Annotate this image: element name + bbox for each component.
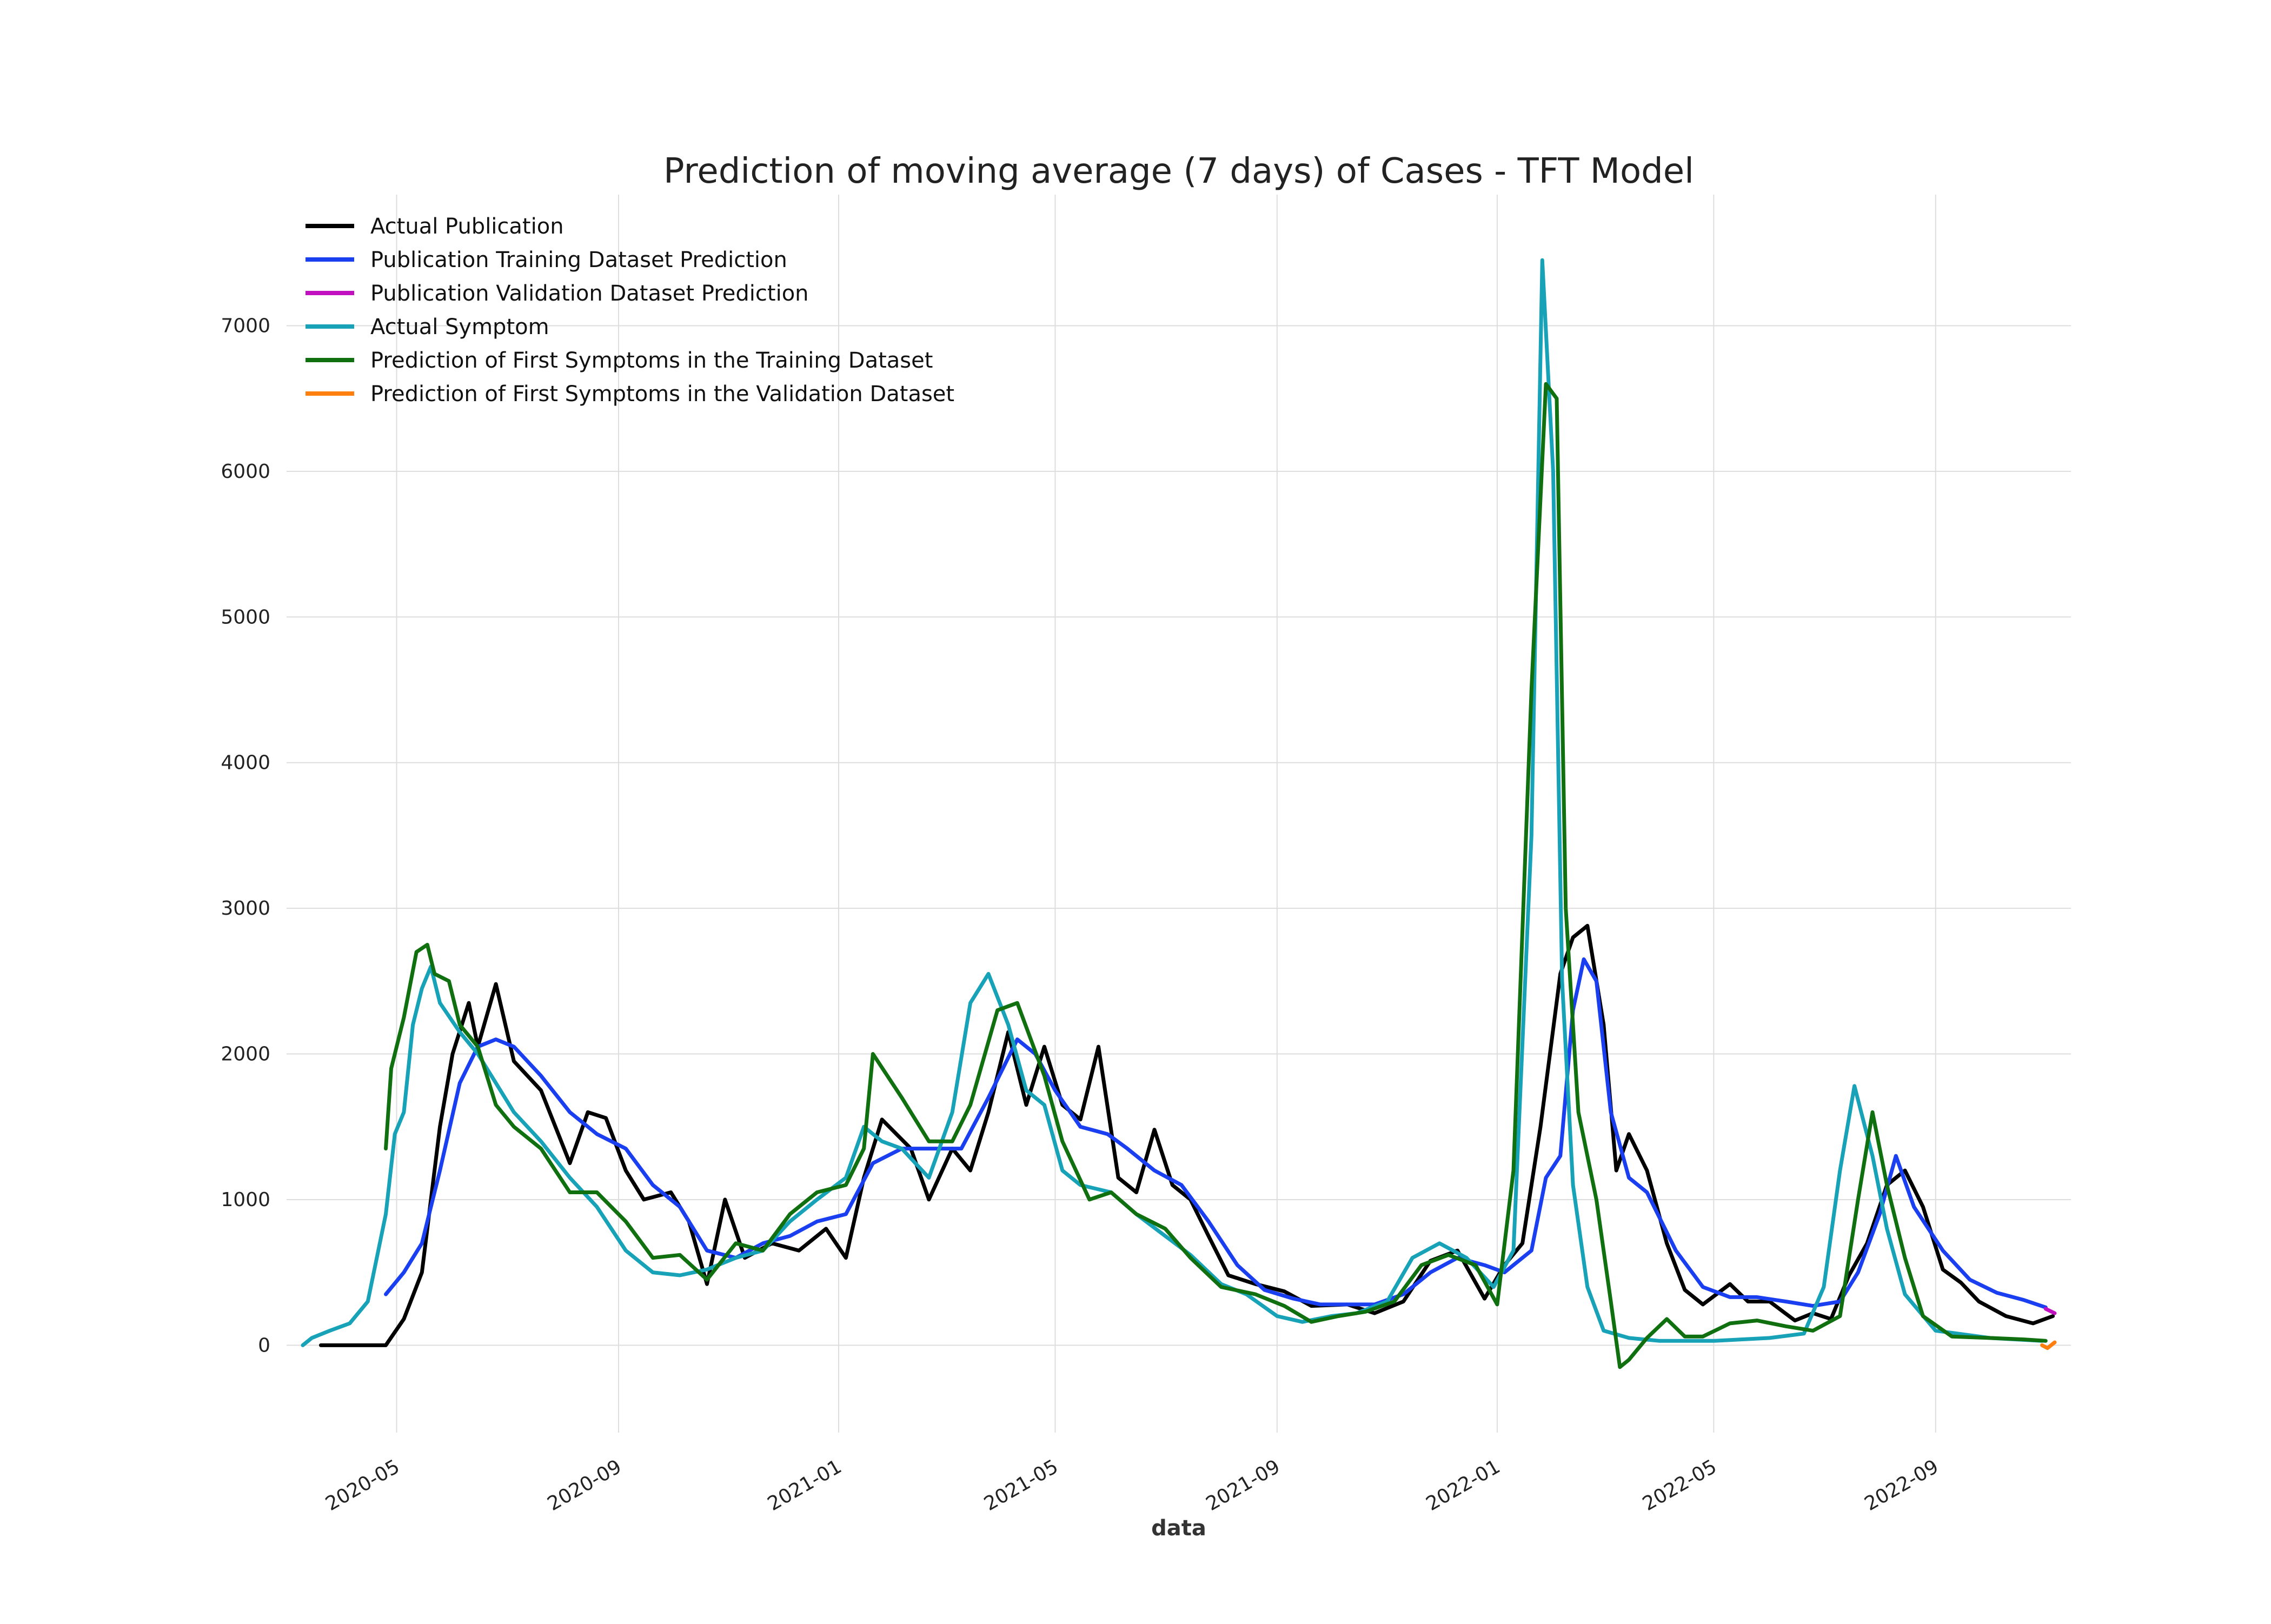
series-line-1 — [318, 923, 2055, 1347]
series-lines — [301, 258, 2057, 1369]
series-line-4 — [301, 258, 2044, 1347]
x-tick-label: 2020-05 — [322, 1455, 403, 1515]
legend-label: Prediction of First Symptoms in the Vali… — [370, 382, 954, 407]
y-tick-label: 4000 — [221, 752, 270, 774]
y-tick-label: 7000 — [221, 315, 270, 337]
series-line-3 — [2043, 1307, 2057, 1315]
y-tick-label: 0 — [258, 1334, 270, 1356]
chart-title: Prediction of moving average (7 days) of… — [663, 151, 1694, 191]
y-tick-label: 2000 — [221, 1043, 270, 1066]
legend-label: Publication Training Dataset Prediction — [370, 248, 787, 272]
x-tick-label: 2021-05 — [980, 1455, 1062, 1515]
y-tick-label: 6000 — [221, 461, 270, 483]
x-tick-label: 2020-09 — [544, 1455, 626, 1515]
y-tick-label: 1000 — [221, 1189, 270, 1211]
y-tick-label: 5000 — [221, 606, 270, 628]
x-tick-label: 2021-01 — [764, 1455, 846, 1515]
legend: Actual Publication Publication Training D… — [306, 214, 954, 407]
x-tick-label: 2022-01 — [1423, 1455, 1504, 1515]
series-line-5 — [384, 382, 2048, 1369]
grid — [287, 195, 2071, 1433]
legend-label: Actual Symptom — [370, 315, 549, 340]
x-tick-label: 2021-09 — [1203, 1455, 1284, 1515]
legend-label: Publication Validation Dataset Predictio… — [370, 281, 809, 306]
series-line-2 — [384, 957, 2048, 1309]
legend-label: Actual Publication — [370, 214, 564, 239]
legend-label: Prediction of First Symptoms in the Trai… — [370, 348, 933, 373]
y-tick-label: 3000 — [221, 897, 270, 920]
x-tick-label: 2022-05 — [1639, 1455, 1721, 1515]
x-tick-label: 2022-09 — [1861, 1455, 1942, 1515]
series-line-6 — [2040, 1340, 2057, 1350]
x-axis-label: data — [1151, 1516, 1206, 1541]
